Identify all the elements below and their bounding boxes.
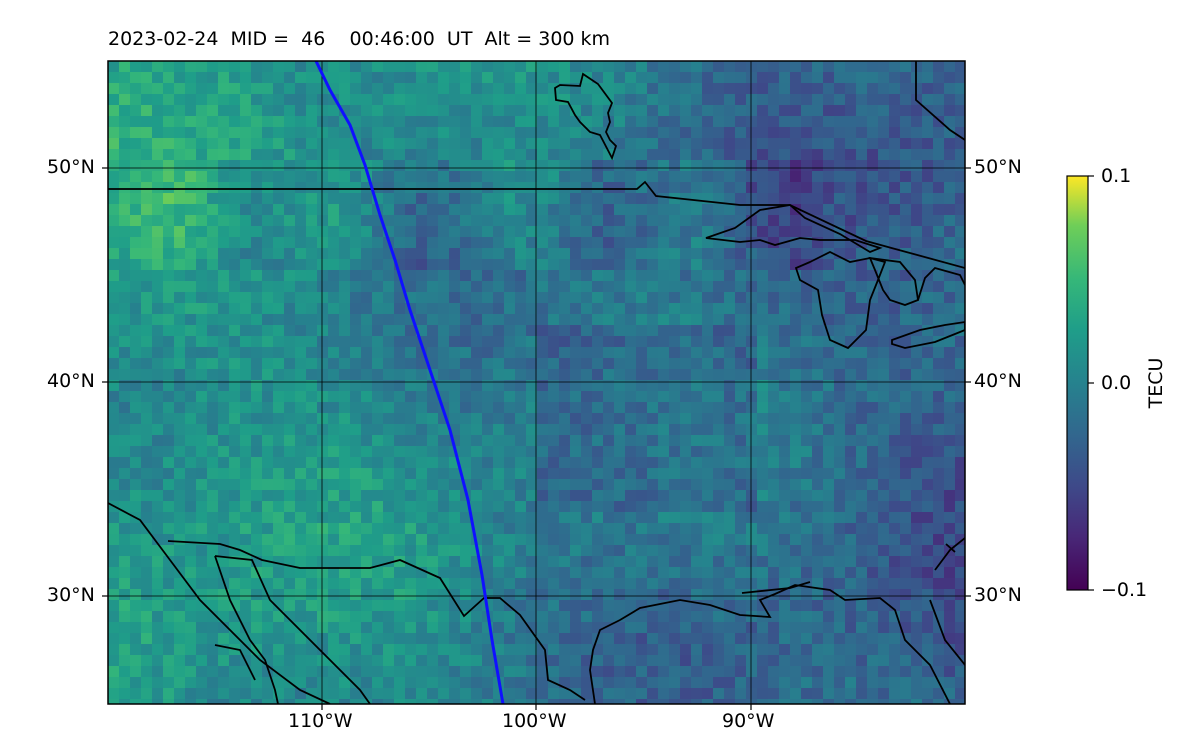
colorbar-tick-zero: 0.0	[1101, 372, 1132, 394]
colorbar-tick-max: 0.1	[1101, 165, 1132, 187]
lat-label-left-30: 30°N	[47, 584, 95, 606]
colorbar-ticks	[1088, 175, 1094, 591]
figure-title: 2023-02-24 MID = 46 00:46:00 UT Alt = 30…	[108, 28, 611, 50]
lon-label-90w: 90°W	[722, 710, 775, 732]
colorbar-label: TECU	[1145, 357, 1167, 409]
colorbar-tick-min: −0.1	[1101, 579, 1148, 601]
tec-heatmap	[108, 61, 965, 704]
tec-cells	[108, 61, 965, 704]
lon-label-110w: 110°W	[288, 710, 353, 732]
lat-label-left-50: 50°N	[47, 156, 95, 178]
graticule	[108, 61, 965, 704]
colorbar	[1067, 176, 1088, 590]
axis-ticks	[102, 167, 971, 710]
lat-label-left-40: 40°N	[47, 370, 95, 392]
lat-label-right-40: 40°N	[974, 370, 1022, 392]
lat-label-right-50: 50°N	[974, 156, 1022, 178]
lon-label-100w: 100°W	[502, 710, 567, 732]
lat-label-right-30: 30°N	[974, 584, 1022, 606]
coastlines	[108, 61, 965, 704]
satellite-track	[314, 61, 505, 704]
